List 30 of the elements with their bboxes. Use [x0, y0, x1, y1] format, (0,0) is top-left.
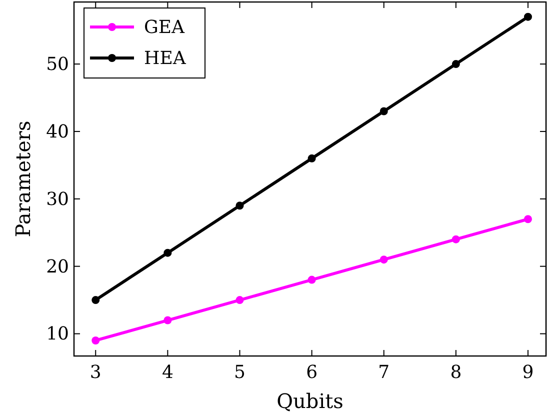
point — [92, 296, 100, 304]
x-tick-label: 6 — [306, 362, 318, 383]
point — [452, 60, 460, 68]
x-tick-label: 5 — [234, 362, 246, 383]
x-tick-label: 4 — [162, 362, 174, 383]
point — [92, 336, 100, 344]
point — [164, 248, 172, 257]
y-tick-label: 50 — [46, 54, 69, 76]
point — [236, 202, 244, 210]
point — [452, 235, 460, 244]
y-tick-label: 30 — [46, 188, 69, 210]
x-axis-title: Qubits — [276, 389, 344, 413]
point — [308, 154, 316, 162]
y-tick-label: 20 — [46, 256, 69, 278]
point — [164, 316, 172, 324]
x-tick-label: 7 — [378, 362, 390, 383]
point — [308, 276, 316, 284]
point — [524, 215, 532, 224]
legend-label: GEA — [144, 17, 186, 38]
point — [236, 296, 244, 304]
x-tick-label: 3 — [90, 362, 102, 383]
y-tick-label: 40 — [46, 121, 69, 142]
y-tick-label: 10 — [46, 324, 69, 345]
x-tick-label: 8 — [450, 362, 462, 383]
point — [380, 256, 388, 264]
point — [380, 107, 388, 116]
x-tick-label: 9 — [522, 362, 534, 383]
legend-label: HEA — [144, 48, 187, 69]
y-axis-title: Parameters — [11, 120, 35, 238]
point — [524, 12, 532, 21]
